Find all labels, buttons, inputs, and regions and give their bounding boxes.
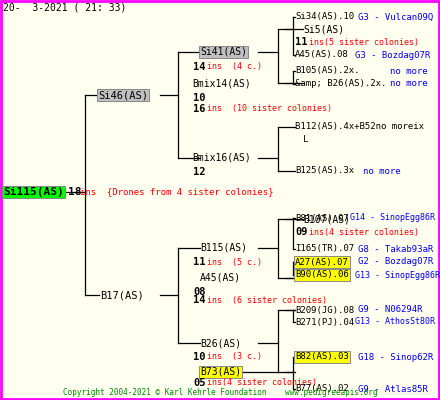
Text: no more: no more: [390, 80, 428, 88]
Text: 18: 18: [68, 187, 81, 197]
Text: G9 - N06294R: G9 - N06294R: [358, 306, 422, 314]
Text: B82(AS).03: B82(AS).03: [295, 352, 349, 362]
Text: no more: no more: [390, 66, 428, 76]
Text: ins  (10 sister colonies): ins (10 sister colonies): [207, 104, 332, 114]
Text: B271(PJ).04: B271(PJ).04: [295, 318, 354, 326]
Text: Copyright 2004-2021 © Karl Kehrle Foundation    www.pedigreeapis.org: Copyright 2004-2021 © Karl Kehrle Founda…: [63, 388, 377, 397]
Text: G14 - SinopEgg86R: G14 - SinopEgg86R: [350, 214, 435, 222]
Text: B17(AS): B17(AS): [100, 290, 144, 300]
Text: G3 - Vulcan09Q: G3 - Vulcan09Q: [358, 12, 433, 22]
Text: Si5(AS): Si5(AS): [303, 24, 344, 34]
Text: B105(AS).2x.: B105(AS).2x.: [295, 66, 359, 76]
Text: ins  (6 sister colonies): ins (6 sister colonies): [207, 296, 327, 304]
Text: B77(AS).02: B77(AS).02: [295, 384, 349, 394]
Text: B209(JG).08: B209(JG).08: [295, 306, 354, 314]
Text: Si34(AS).10: Si34(AS).10: [295, 12, 354, 22]
Text: G13 - SinopEgg86R: G13 - SinopEgg86R: [355, 270, 440, 280]
Text: Bmix16(AS): Bmix16(AS): [192, 153, 251, 163]
Text: 12: 12: [193, 167, 205, 177]
Text: B112(AS).4x+B52no moreix: B112(AS).4x+B52no moreix: [295, 122, 424, 132]
Text: 14: 14: [193, 62, 205, 72]
Text: 14: 14: [193, 295, 205, 305]
Text: ins  {Drones from 4 sister colonies}: ins {Drones from 4 sister colonies}: [80, 188, 274, 196]
Text: Si46(AS): Si46(AS): [98, 90, 148, 100]
Text: ins  (5 c.): ins (5 c.): [207, 258, 262, 266]
Text: B90(AS).06: B90(AS).06: [295, 270, 349, 280]
Text: G3 - Bozdag07R: G3 - Bozdag07R: [355, 50, 430, 60]
Text: A27(AS).07: A27(AS).07: [295, 258, 349, 266]
Text: L: L: [303, 134, 308, 144]
Text: Si115(AS): Si115(AS): [3, 187, 64, 197]
Text: 09: 09: [295, 227, 308, 237]
Text: B107(AS): B107(AS): [303, 214, 350, 224]
Text: 10: 10: [193, 93, 205, 103]
Text: B26(AS): B26(AS): [200, 338, 241, 348]
Text: G2 - Bozdag07R: G2 - Bozdag07R: [358, 258, 433, 266]
Text: 10: 10: [193, 352, 205, 362]
Text: Si41(AS): Si41(AS): [200, 47, 247, 57]
Text: 20-  3-2021 ( 21: 33): 20- 3-2021 ( 21: 33): [3, 3, 126, 13]
Text: ins  (4 c.): ins (4 c.): [207, 62, 262, 72]
Text: ins(4 sister colonies): ins(4 sister colonies): [309, 228, 419, 236]
Text: 11: 11: [295, 37, 308, 47]
Text: G13 - AthosSt80R: G13 - AthosSt80R: [355, 318, 435, 326]
Text: G9 - Atlas85R: G9 - Atlas85R: [358, 384, 428, 394]
Text: ins(5 sister colonies): ins(5 sister colonies): [309, 38, 419, 46]
Text: I165(TR).07: I165(TR).07: [295, 244, 354, 254]
Text: 16: 16: [193, 104, 205, 114]
Text: 08: 08: [193, 287, 205, 297]
Text: Bmix14(AS): Bmix14(AS): [192, 78, 251, 88]
Text: G18 - Sinop62R: G18 - Sinop62R: [358, 352, 433, 362]
Text: no more: no more: [363, 166, 401, 176]
Text: ins  (3 c.): ins (3 c.): [207, 352, 262, 362]
Text: B73(AS): B73(AS): [200, 367, 241, 377]
Text: &amp; B26(AS).2x.: &amp; B26(AS).2x.: [295, 80, 386, 88]
Text: A45(AS).08: A45(AS).08: [295, 50, 349, 60]
Text: A45(AS): A45(AS): [200, 273, 241, 283]
Text: 05: 05: [193, 378, 205, 388]
Text: G8 - Takab93aR: G8 - Takab93aR: [358, 244, 433, 254]
Text: B115(AS): B115(AS): [200, 243, 247, 253]
Text: B125(AS).3x: B125(AS).3x: [295, 166, 354, 176]
Text: B81(AS).07: B81(AS).07: [295, 214, 349, 222]
Text: 11: 11: [193, 257, 205, 267]
Text: ins(4 sister colonies): ins(4 sister colonies): [207, 378, 317, 388]
